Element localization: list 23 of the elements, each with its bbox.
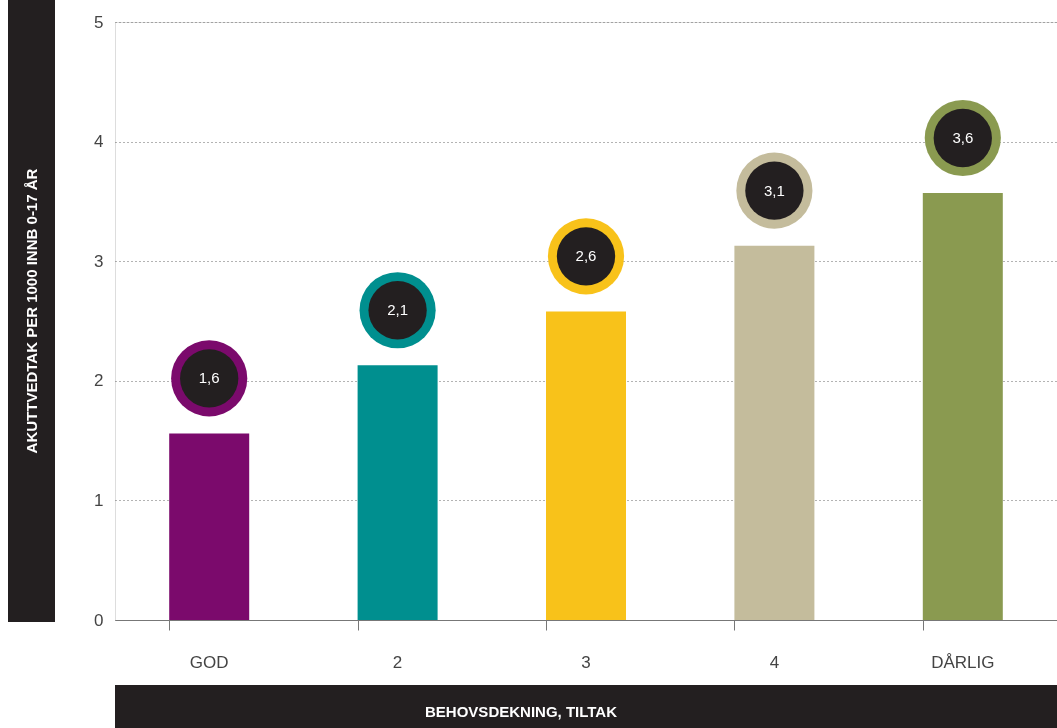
x-tick-label: 2	[392, 652, 403, 672]
bar	[357, 365, 438, 620]
bar	[922, 193, 1003, 620]
y-tick-label: 5	[94, 12, 104, 32]
data-label: 2,1	[387, 301, 409, 319]
data-label: 2,6	[575, 247, 597, 265]
y-tick-label: 1	[94, 490, 104, 510]
x-tick-label: DÅRLIG	[931, 652, 995, 672]
y-axis-title: AKUTTVEDTAK PER 1000 INNB 0-17 ÅR	[23, 168, 40, 454]
x-tick-label: 3	[581, 652, 591, 672]
bar	[546, 311, 626, 620]
bar	[169, 433, 250, 620]
x-tick-label: 4	[769, 652, 780, 672]
data-label: 1,6	[198, 369, 220, 387]
y-tick-label: 0	[94, 610, 104, 630]
data-label: 3,6	[952, 129, 974, 147]
y-tick-label: 4	[94, 132, 104, 152]
y-tick-label: 3	[94, 251, 104, 271]
bar	[734, 245, 815, 620]
x-tick-label: GOD	[189, 652, 229, 672]
y-tick-label: 2	[94, 371, 104, 391]
x-axis-title: BEHOVSDEKNING, TILTAK	[425, 703, 618, 720]
data-label: 3,1	[763, 181, 785, 199]
